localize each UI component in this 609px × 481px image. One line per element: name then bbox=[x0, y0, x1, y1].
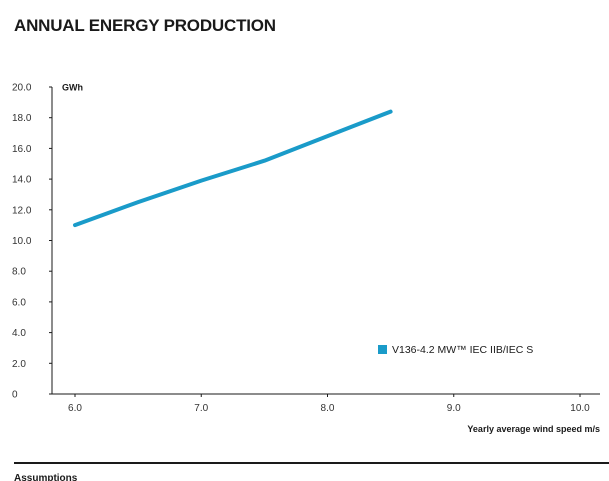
series-layer bbox=[73, 109, 393, 228]
y-axis-unit: GWh bbox=[62, 83, 83, 93]
legend-label: V136-4.2 MW™ IEC IIB/IEC S bbox=[392, 344, 533, 356]
y-tick-label: 16.0 bbox=[12, 144, 32, 155]
y-tick-label: 20.0 bbox=[12, 83, 32, 94]
x-axis-label: Yearly average wind speed m/s bbox=[467, 424, 600, 434]
assumptions-heading: Assumptions bbox=[14, 473, 78, 481]
y-tick-label: 10.0 bbox=[12, 236, 32, 247]
y-tick-label: 4.0 bbox=[12, 328, 26, 339]
x-tick-label: 6.0 bbox=[68, 403, 82, 414]
x-tick-label: 7.0 bbox=[194, 403, 208, 414]
series-line bbox=[73, 109, 393, 228]
y-tick-label: 2.0 bbox=[12, 359, 26, 370]
y-tick-label: 0 bbox=[12, 390, 18, 401]
chart-title: ANNUAL ENERGY PRODUCTION bbox=[14, 16, 276, 35]
x-tick-label: 8.0 bbox=[321, 403, 335, 414]
y-axis-ticks: 0 2.0 4.0 6.0 8.0 10.0 12.0 14.0 16.0 18.0 20.0 bbox=[12, 83, 52, 401]
legend-swatch bbox=[378, 345, 387, 354]
x-tick-label: 9.0 bbox=[447, 403, 461, 414]
section-divider bbox=[14, 462, 609, 464]
axis-labels: GWh Yearly average wind speed m/s bbox=[62, 83, 600, 435]
y-tick-label: 6.0 bbox=[12, 297, 26, 308]
y-tick-label: 18.0 bbox=[12, 113, 32, 124]
y-tick-label: 14.0 bbox=[12, 175, 32, 186]
x-tick-label: 10.0 bbox=[570, 403, 590, 414]
y-tick-label: 8.0 bbox=[12, 267, 26, 278]
legend: V136-4.2 MW™ IEC IIB/IEC S bbox=[378, 344, 533, 356]
x-axis-ticks: 6.0 7.0 8.0 9.0 10.0 bbox=[68, 394, 590, 414]
y-tick-label: 12.0 bbox=[12, 205, 32, 216]
